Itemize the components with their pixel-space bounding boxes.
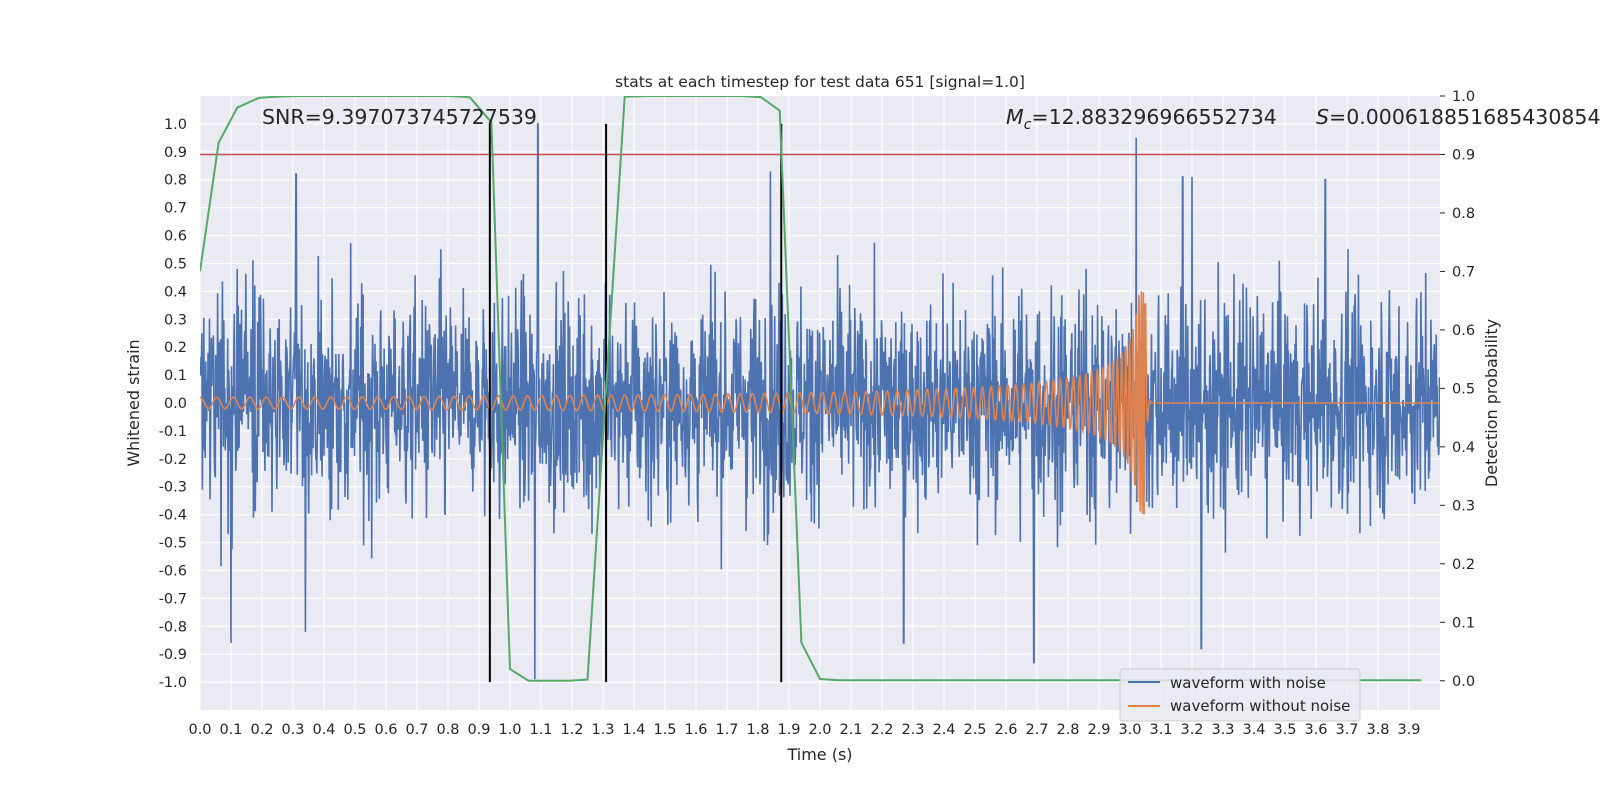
y-axis-ticks: 1.0 0.9 0.8 0.7 0.6 0.5 0.4 0.3 0.2 0.1 0.0 -0.1 -0.… <box>159 117 187 691</box>
y-tick-label: 0.0 <box>164 396 187 412</box>
y-tick-label: -0.6 <box>159 563 187 579</box>
x-tick-label: 3.2 <box>1180 722 1203 738</box>
x-tick-label: 0.2 <box>250 722 273 738</box>
y-tick-label: -0.2 <box>159 452 187 468</box>
y-tick-label: 0.3 <box>164 312 187 328</box>
x-tick-label: 3.8 <box>1366 722 1389 738</box>
y-tick-label: -0.8 <box>159 619 187 635</box>
x-tick-label: 2.2 <box>870 722 893 738</box>
x-tick-label: 1.1 <box>529 722 552 738</box>
waveform-with-noise-line <box>200 123 1440 680</box>
x-axis-label: Time (s) <box>786 745 852 764</box>
x-tick-label: 0.8 <box>436 722 459 738</box>
y-tick-label: -0.5 <box>159 536 187 552</box>
y-tick-label: 0.2 <box>164 340 187 356</box>
x-tick-label: 3.5 <box>1273 722 1296 738</box>
x-tick-label: 0.1 <box>219 722 242 738</box>
x-tick-label: 1.9 <box>777 722 800 738</box>
legend-box <box>1119 668 1361 722</box>
x-tick-label: 3.9 <box>1397 722 1420 738</box>
y2-axis-ticks: 1.0 0.9 0.8 0.7 0.6 0.5 0.4 0.3 0.2 0.1 0.0 <box>1440 89 1475 690</box>
x-tick-label: 0.3 <box>281 722 304 738</box>
x-tick-label: 0.4 <box>312 722 335 738</box>
y-tick-label: 1.0 <box>164 117 187 133</box>
x-tick-label: 2.6 <box>994 722 1017 738</box>
x-tick-label: 3.3 <box>1211 722 1234 738</box>
y2-tick-label: 0.1 <box>1452 615 1475 631</box>
x-tick-label: 1.8 <box>746 722 769 738</box>
legend: waveform with noise waveform without noi… <box>1119 668 1361 722</box>
x-tick-label: 3.1 <box>1149 722 1172 738</box>
plot-lines <box>200 96 1440 683</box>
chart-title: stats at each timestep for test data 651… <box>615 73 1025 91</box>
y2-tick-label: 0.9 <box>1452 147 1475 163</box>
y-tick-label: -0.7 <box>159 591 187 607</box>
x-tick-label: 0.5 <box>343 722 366 738</box>
y-tick-label: 0.8 <box>164 173 187 189</box>
x-tick-label: 0.7 <box>405 722 428 738</box>
x-tick-label: 2.5 <box>963 722 986 738</box>
waveform-without-noise-line <box>200 291 1440 515</box>
x-tick-label: 1.7 <box>715 722 738 738</box>
y-tick-label: 0.1 <box>164 368 187 384</box>
x-tick-label: 0.9 <box>467 722 490 738</box>
y2-tick-label: 0.3 <box>1452 498 1475 514</box>
y-tick-label: -0.1 <box>159 424 187 440</box>
x-tick-label: 1.0 <box>498 722 521 738</box>
x-tick-label: 1.5 <box>653 722 676 738</box>
x-tick-label: 2.0 <box>808 722 831 738</box>
x-tick-label: 3.4 <box>1242 722 1265 738</box>
x-tick-label: 1.3 <box>591 722 614 738</box>
x-tick-label: 0.6 <box>374 722 397 738</box>
y-axis-label: Whitened strain <box>124 339 143 466</box>
y-tick-label: -1.0 <box>159 675 187 691</box>
x-tick-label: 3.0 <box>1118 722 1141 738</box>
x-tick-label: 1.6 <box>684 722 707 738</box>
y2-tick-label: 0.5 <box>1452 381 1475 397</box>
y-tick-label: -0.3 <box>159 480 187 496</box>
y2-axis-label: Detection probability <box>1482 319 1501 487</box>
legend-label-clean: waveform without noise <box>1170 697 1350 715</box>
y2-tick-label: 1.0 <box>1452 89 1475 105</box>
y-tick-label: 0.6 <box>164 229 187 245</box>
x-tick-label: 2.8 <box>1056 722 1079 738</box>
y-tick-label: -0.4 <box>159 508 187 524</box>
y2-tick-label: 0.7 <box>1452 264 1475 280</box>
y-tick-label: 0.4 <box>164 284 187 300</box>
x-tick-label: 2.1 <box>839 722 862 738</box>
y2-tick-label: 0.4 <box>1452 440 1475 456</box>
x-tick-label: 2.7 <box>1025 722 1048 738</box>
y-tick-label: -0.9 <box>159 647 187 663</box>
x-tick-label: 1.2 <box>560 722 583 738</box>
y-tick-label: 0.7 <box>164 201 187 217</box>
mc-annotation: Mc=12.883296966552734 <box>1006 105 1277 133</box>
x-tick-label: 2.4 <box>932 722 955 738</box>
x-tick-label: 1.4 <box>622 722 645 738</box>
y-tick-label: 0.5 <box>164 256 187 272</box>
y2-tick-label: 0.6 <box>1452 323 1475 339</box>
y2-tick-label: 0.0 <box>1452 674 1475 690</box>
x-axis-ticks: 0.0 0.1 0.2 0.3 0.4 0.5 0.6 0.7 0.8 0.9 1.0 1.1 1.2 1… <box>188 722 1420 738</box>
snr-annotation: SNR=9.397073745727539 <box>262 105 537 129</box>
x-tick-label: 3.6 <box>1304 722 1327 738</box>
y2-tick-label: 0.8 <box>1452 206 1475 222</box>
x-tick-label: 2.9 <box>1087 722 1110 738</box>
y2-tick-label: 0.2 <box>1452 557 1475 573</box>
x-tick-label: 2.3 <box>901 722 924 738</box>
y-tick-label: 0.9 <box>164 145 187 161</box>
x-tick-label: 3.7 <box>1335 722 1358 738</box>
legend-label-noise: waveform with noise <box>1170 674 1326 692</box>
s-annotation: S=0.0006188516854308546 <box>1316 105 1600 129</box>
x-tick-label: 0.0 <box>188 722 211 738</box>
